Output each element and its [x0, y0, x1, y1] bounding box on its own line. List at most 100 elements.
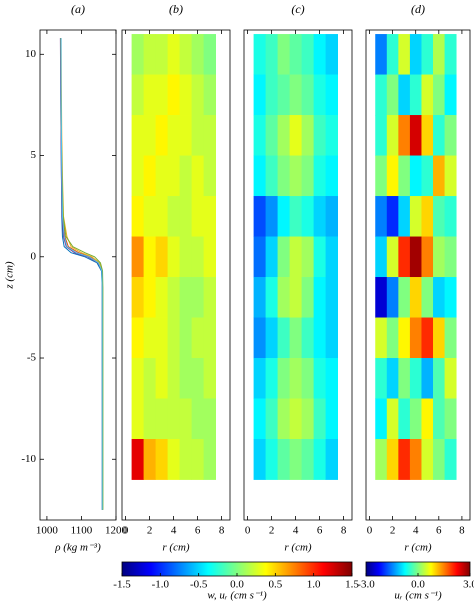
heat-cell: [179, 358, 192, 399]
heat-cell: [433, 34, 445, 75]
heat-cell: [265, 155, 278, 197]
heat-cell: [386, 439, 399, 480]
heat-cell: [409, 398, 422, 440]
heat-cell: [375, 115, 388, 156]
heat-cell: [143, 74, 156, 116]
heat-cell: [421, 439, 434, 480]
heat-cell: [301, 439, 314, 480]
heat-cell: [421, 236, 434, 278]
colorbar-tick-label: 0.0: [230, 579, 244, 591]
heat-cell: [143, 398, 156, 440]
x-tick-label: 8: [341, 525, 347, 537]
heat-cell: [131, 196, 144, 237]
heat-cell: [421, 196, 434, 237]
heat-cell: [155, 317, 168, 359]
heat-cell: [289, 439, 302, 480]
heat-cell: [301, 155, 314, 197]
heat-cell: [265, 34, 278, 75]
heat-cell: [203, 196, 216, 237]
axes-box: [39, 29, 117, 521]
heat-cell: [398, 74, 411, 116]
heat-cell: [313, 236, 326, 278]
heat-cell: [167, 398, 180, 440]
heat-cell: [131, 115, 144, 156]
x-axis-label: r (cm): [162, 542, 190, 554]
heat-cell: [325, 277, 338, 318]
heat-cell: [253, 34, 266, 75]
heat-cell: [386, 196, 399, 237]
heat-cell: [289, 277, 302, 318]
heat-cell: [375, 196, 388, 237]
heat-cell: [143, 358, 156, 399]
heat-cell: [203, 439, 216, 480]
heat-cell: [301, 277, 314, 318]
heat-cell: [191, 277, 204, 318]
heat-cell: [179, 398, 192, 440]
heat-cell: [409, 236, 422, 278]
panel: (b) 0 2 4 6 8 r (cm) -1.5 -1.0 -0.5 0.0 0.5 1.0 1.5 w,…: [113, 2, 359, 602]
heat-cell: [325, 34, 338, 75]
heat-cell: [433, 115, 445, 156]
heat-cell: [265, 196, 278, 237]
heat-cell: [444, 317, 457, 359]
heat-cell: [253, 74, 266, 116]
heat-cell: [313, 358, 326, 399]
heat-cell: [277, 196, 290, 237]
heat-cell: [179, 236, 192, 278]
x-tick-label: 6: [317, 525, 323, 537]
heat-cell: [433, 358, 445, 399]
heat-cell: [131, 34, 144, 75]
heat-cell: [167, 34, 180, 75]
heat-cell: [409, 358, 422, 399]
heat-cell: [155, 358, 168, 399]
panel: (c) 0 2 4 6 8 r (cm): [243, 2, 353, 554]
heat-cell: [313, 277, 326, 318]
heat-cell: [265, 439, 278, 480]
x-tick-label: 0: [123, 525, 129, 537]
heat-cell: [253, 277, 266, 318]
heat-cell: [386, 115, 399, 156]
heat-cell: [386, 155, 399, 197]
heat-cell: [191, 74, 204, 116]
heat-cell: [167, 115, 180, 156]
heat-cell: [398, 317, 411, 359]
heat-cell: [253, 317, 266, 359]
heat-cell: [203, 74, 216, 116]
heat-cell: [301, 317, 314, 359]
heat-cell: [301, 236, 314, 278]
heat-cell: [179, 34, 192, 75]
heat-cell: [191, 398, 204, 440]
axes-box: [243, 29, 353, 521]
heat-cell: [375, 236, 388, 278]
heat-cell: [253, 358, 266, 399]
heat-cell: [253, 115, 266, 156]
heat-cell: [155, 236, 168, 278]
profile-line: [60, 38, 104, 510]
heat-cell: [409, 439, 422, 480]
heat-cell: [409, 155, 422, 197]
heat-cell: [155, 398, 168, 440]
x-tick-label: 1200: [105, 525, 128, 537]
heat-cell: [433, 236, 445, 278]
heat-cell: [155, 277, 168, 318]
heat-cell: [203, 236, 216, 278]
heat-cell: [179, 155, 192, 197]
heat-cell: [265, 74, 278, 116]
heat-cell: [433, 74, 445, 116]
x-tick-label: 0: [367, 525, 373, 537]
heat-cell: [398, 439, 411, 480]
heat-cell: [203, 277, 216, 318]
heat-cell: [131, 236, 144, 278]
panel-title: (b): [169, 2, 183, 16]
heat-cell: [289, 155, 302, 197]
x-tick-label: 8: [459, 525, 465, 537]
heat-cell: [421, 358, 434, 399]
heat-cell: [143, 317, 156, 359]
heat-cell: [313, 317, 326, 359]
x-tick-label: 6: [195, 525, 201, 537]
heat-cell: [131, 277, 144, 318]
heat-cell: [155, 439, 168, 480]
heat-cell: [301, 74, 314, 116]
heat-cell: [386, 358, 399, 399]
